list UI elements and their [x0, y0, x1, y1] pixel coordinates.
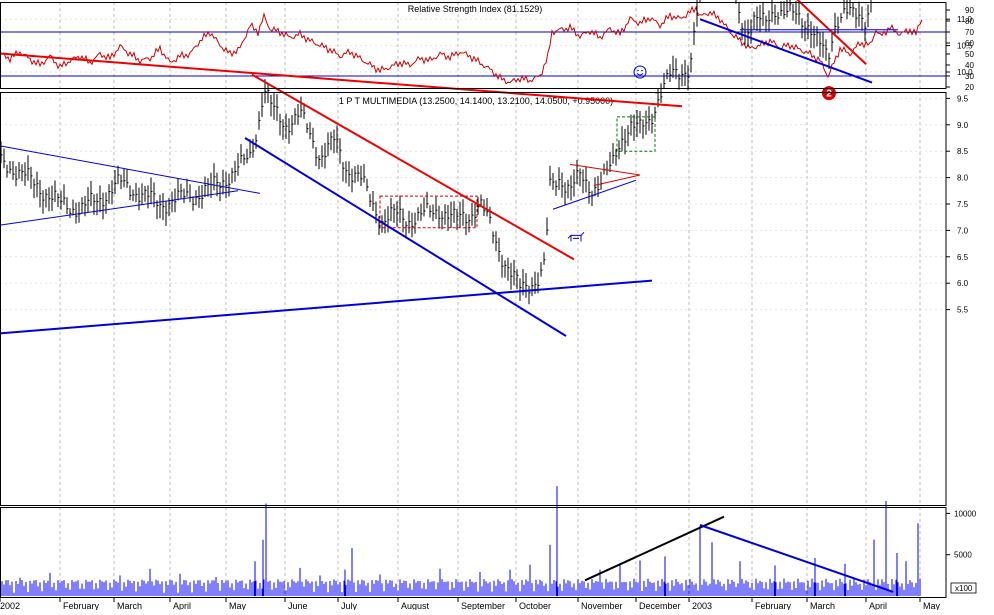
volume-panel: x100 [1, 486, 973, 596]
x-tick-label: September [461, 601, 505, 610]
x-tick-label: June [288, 601, 308, 610]
x-tick-label: October [519, 601, 551, 610]
rsi-title: Relative Strength Index (81.1529) [408, 4, 543, 14]
price-title: 1 P T MULTIMEDIA (13.2500, 14.1400, 13.2… [339, 96, 613, 106]
smiley-icon-eye [641, 69, 643, 72]
price-tick-label: 6.0 [957, 279, 969, 288]
x-tick-label: July [341, 601, 358, 610]
price-tick-label: 7.0 [957, 226, 969, 235]
trendline-blue [699, 18, 873, 84]
x-tick-label: March [810, 601, 835, 610]
grid-layer [0, 2, 946, 597]
panel-frame [0, 2, 947, 89]
x-tick-label: February [63, 601, 100, 610]
x-tick-label: April [173, 601, 191, 610]
price-tick-label: 10.0 [957, 68, 973, 77]
price-tick-label: 9.0 [957, 121, 969, 130]
trendline-red [251, 73, 575, 261]
trendline-blue [244, 137, 567, 337]
wave-marker-circle [822, 86, 836, 101]
price-tick-label: 8.5 [957, 147, 969, 156]
x-tick-label: February [755, 601, 792, 610]
volume-tick-label: 5000 [954, 551, 972, 560]
rsi-panel: Relative Strength Index (81.1529) [0, 4, 946, 85]
volume-trendline-black [584, 515, 725, 582]
volume-trendline-blue [699, 524, 894, 593]
x-tick-label: March [117, 601, 142, 610]
x-tick-label: 2002 [0, 601, 20, 610]
x-tick-label: May [229, 601, 247, 610]
price-tick-label: 9.5 [957, 94, 969, 103]
pennant-blue [552, 179, 637, 210]
consolidation-box [379, 195, 478, 229]
x-tick-label: December [639, 601, 681, 610]
x-tick-label: April [869, 601, 887, 610]
trendline-blue [0, 145, 261, 194]
rsi-tick-label: 50 [965, 50, 974, 59]
rsi-tick-label: 90 [965, 6, 974, 15]
x-tick-label: August [401, 601, 430, 610]
price-panel: 1 P T MULTIMEDIA (13.2500, 14.1400, 13.2… [0, 0, 898, 337]
smiley-icon-eye [637, 69, 639, 72]
price-tick-label: 5.5 [957, 306, 969, 315]
rsi-tick-label: 20 [965, 83, 974, 92]
breakout-box [616, 116, 656, 152]
smiley-icon-mouth [636, 73, 644, 76]
trendline-red [0, 52, 683, 108]
bull-icon [567, 231, 585, 242]
price-tick-label: 6.5 [957, 253, 969, 262]
pennant-red [569, 163, 641, 187]
frame-layer [0, 2, 947, 598]
rsi-tick-label: 40 [965, 61, 974, 70]
axis-layer: 908070605040302014.514.013.513.012.512.0… [0, 6, 977, 611]
trendline-blue [0, 190, 239, 226]
wave-marker-label: 2 [826, 89, 832, 100]
trendline-blue [0, 279, 653, 335]
trendline-red [796, 0, 867, 65]
x-tick-label: 2003 [692, 601, 712, 610]
volume-tick-label: 10000 [954, 509, 977, 518]
volume-unit-box [950, 582, 977, 594]
price-tick-label: 10.5 [957, 42, 973, 51]
price-tick-label: 7.5 [957, 200, 969, 209]
price-tick-label: 8.0 [957, 174, 969, 183]
x-tick-label: November [581, 601, 623, 610]
rsi-tick-label: 70 [965, 28, 974, 37]
smiley-icon [633, 65, 647, 79]
volume-unit-label: x100 [955, 584, 973, 593]
rsi-tick-label: 60 [965, 39, 974, 48]
price-tick-label: 11.0 [957, 15, 973, 24]
rsi-tick-label: 30 [965, 72, 974, 81]
x-tick-label: May [923, 601, 941, 610]
panel-frame [0, 92, 947, 506]
rsi-tick-label: 80 [965, 17, 974, 26]
